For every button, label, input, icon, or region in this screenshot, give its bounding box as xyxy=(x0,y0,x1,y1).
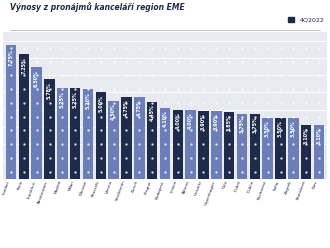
Bar xyxy=(288,118,299,179)
Text: 5.20%: 5.20% xyxy=(85,92,90,109)
Text: 5.25%: 5.25% xyxy=(73,91,78,108)
Bar xyxy=(96,93,106,179)
Bar xyxy=(83,89,93,179)
Text: 4.75%: 4.75% xyxy=(124,99,129,116)
Bar xyxy=(275,118,286,179)
Bar xyxy=(249,114,260,179)
Bar xyxy=(31,67,42,179)
Text: 3.50%: 3.50% xyxy=(265,120,270,137)
Text: 3.50%: 3.50% xyxy=(291,120,296,137)
Bar xyxy=(108,101,119,179)
Text: 7.25%: 7.25% xyxy=(21,58,26,74)
Bar xyxy=(6,45,16,179)
Text: 3.90%: 3.90% xyxy=(214,113,219,130)
Text: 4.10%: 4.10% xyxy=(162,110,168,127)
Text: 3.75%: 3.75% xyxy=(252,116,257,133)
Bar xyxy=(211,111,222,179)
Bar xyxy=(198,111,209,179)
Text: 3.10%: 3.10% xyxy=(316,127,321,144)
Bar xyxy=(237,114,247,179)
Bar xyxy=(44,79,55,179)
Text: 5.00%: 5.00% xyxy=(98,95,103,112)
Text: 4.50%: 4.50% xyxy=(111,103,116,120)
Bar xyxy=(18,54,29,179)
Text: 3.85%: 3.85% xyxy=(227,114,232,131)
Text: 4.00%: 4.00% xyxy=(175,112,180,129)
Bar xyxy=(147,102,157,179)
Bar xyxy=(224,112,234,179)
Bar xyxy=(134,97,145,179)
Bar xyxy=(173,110,183,179)
Text: 4.00%: 4.00% xyxy=(188,112,193,129)
Text: 4.45%: 4.45% xyxy=(150,104,155,121)
Bar xyxy=(262,118,273,179)
Bar xyxy=(185,110,196,179)
Legend: 4Q2022: 4Q2022 xyxy=(286,15,327,26)
Text: Výnosy z pronájmů kanceláří region EME: Výnosy z pronájmů kanceláří region EME xyxy=(10,2,185,12)
Bar xyxy=(301,125,312,179)
Text: 3.10%: 3.10% xyxy=(304,127,309,144)
Bar xyxy=(160,108,170,179)
Text: 3.90%: 3.90% xyxy=(201,113,206,130)
Bar xyxy=(70,88,81,179)
Bar xyxy=(314,125,324,179)
Bar xyxy=(57,88,68,179)
Text: 5.25%: 5.25% xyxy=(60,91,65,108)
Bar xyxy=(121,97,132,179)
Text: 4.75%: 4.75% xyxy=(137,99,142,116)
Text: 3.50%: 3.50% xyxy=(278,120,283,137)
Text: 5.78%: 5.78% xyxy=(47,82,52,99)
Text: 7.75%: 7.75% xyxy=(9,49,14,66)
Text: 3.75%: 3.75% xyxy=(240,116,245,133)
Text: 6.50%: 6.50% xyxy=(34,70,39,87)
